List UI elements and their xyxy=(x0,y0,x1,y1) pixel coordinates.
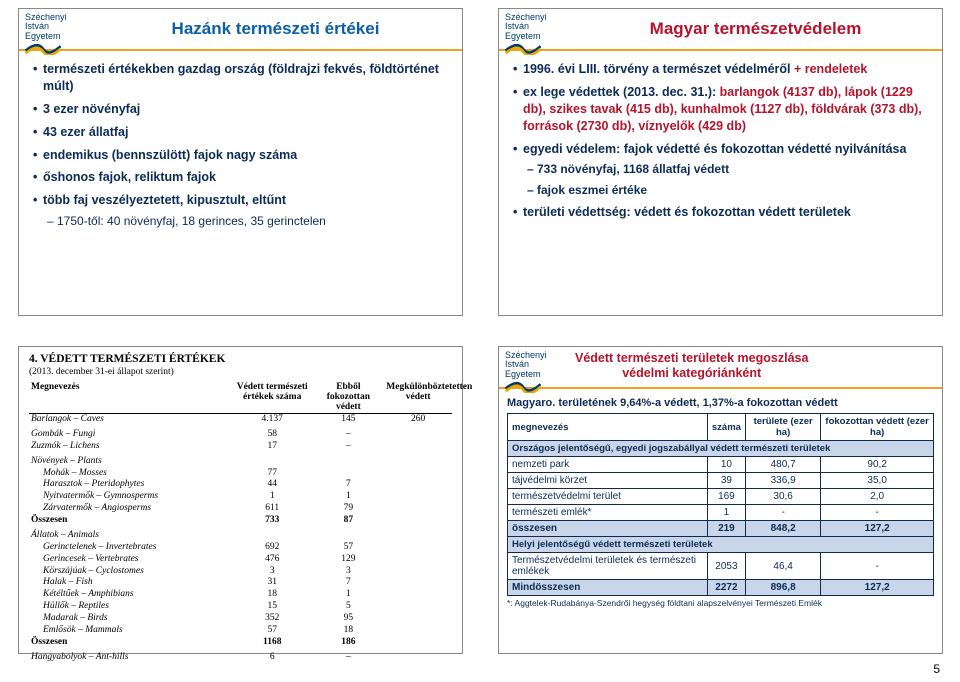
table-heading: 4. VÉDETT TERMÉSZETI ÉRTÉKEK xyxy=(29,353,452,365)
slide-title: Védett természeti területek megoszlása v… xyxy=(575,351,808,381)
column-header: Védett természeti értékek száma xyxy=(232,381,312,414)
bullet-item: endemikus (bennszülött) fajok nagy száma xyxy=(33,147,450,164)
table-header-row: MegnevezésVédett természeti értékek szám… xyxy=(29,381,452,414)
column-header: területe (ezer ha) xyxy=(745,414,820,441)
bullet-item: őshonos fajok, reliktum fajok xyxy=(33,169,450,186)
uni-line3: Egyetem xyxy=(505,370,547,379)
bullet-item: több faj veszélyeztetett, kipusztult, el… xyxy=(33,192,450,229)
university-logo: Széchenyi István Egyetem xyxy=(25,13,95,55)
slide-body: Magyaro. területének 9,64%-a védett, 1,3… xyxy=(499,389,942,612)
sub-bullet-item: 733 növényfaj, 1168 állatfaj védett xyxy=(523,161,930,177)
areas-table: megnevezésszámaterülete (ezer ha)fokozot… xyxy=(507,413,934,596)
bullet-list: természeti értékekben gazdag ország (föl… xyxy=(33,61,450,229)
bullet-item: természeti értékekben gazdag ország (föl… xyxy=(33,61,450,95)
bullet-item: 3 ezer növényfaj xyxy=(33,101,450,118)
bullet-item: egyedi védelem: fajok védetté és fokozot… xyxy=(513,141,930,198)
table-row: Madarak – Birds35295 xyxy=(29,613,452,625)
bullet-item: ex lege védettek (2013. dec. 31.): barla… xyxy=(513,84,930,135)
slide-title: Hazánk természeti értékei xyxy=(95,13,456,39)
slide-header: Széchenyi István Egyetem Védett természe… xyxy=(499,347,942,389)
table-header-row: megnevezésszámaterülete (ezer ha)fokozot… xyxy=(508,414,934,441)
table-row: Gerinctelenek – Invertebrates69257 xyxy=(29,542,452,554)
column-header: száma xyxy=(707,414,745,441)
table-row: nemzeti park10480,790,2 xyxy=(508,457,934,473)
slide-body: 1996. évi LIII. törvény a természet véde… xyxy=(499,51,942,233)
university-logo: Széchenyi István Egyetem xyxy=(505,13,575,55)
table-row: Körszájúak – Cyclostomes33 xyxy=(29,566,452,578)
table-row: Nyitvatermők – Gymnosperms11 xyxy=(29,491,452,503)
table-row: Növények – Plants xyxy=(29,456,452,468)
wave-icon xyxy=(25,41,61,55)
table-row: Hangyabolyok – Ant-hills6– xyxy=(29,652,452,664)
slide-header: Széchenyi István Egyetem Magyar természe… xyxy=(499,9,942,51)
sub-bullet-item: fajok eszmei értéke xyxy=(523,182,930,198)
table-footnote: *: Aggtelek-Rudabánya-Szendrői hegység f… xyxy=(507,598,934,608)
table-row: Zárvatermők – Angiosperms61179 xyxy=(29,503,452,515)
slide-body: természeti értékekben gazdag ország (föl… xyxy=(19,51,462,241)
heading-number: 4. xyxy=(29,353,38,365)
table-row: Természetvédelmi területek és természeti… xyxy=(508,553,934,580)
table-row: tájvédelmi körzet39336,935,0 xyxy=(508,473,934,489)
table-row: Halak – Fish317 xyxy=(29,577,452,589)
table-body: Országos jelentőségű, egyedi jogszabálly… xyxy=(508,441,934,596)
bullet-item: területi védettség: védett és fokozottan… xyxy=(513,204,930,221)
wave-icon xyxy=(505,379,541,393)
table-row: Összesen73387 xyxy=(29,515,452,527)
table-row: Hüllők – Reptiles155 xyxy=(29,601,452,613)
column-header: Megkülönböztetetten védett xyxy=(384,381,452,414)
table-row: természeti emlék*1-- xyxy=(508,505,934,521)
table-body: Barlangok – Caves4.137145260 Gombák – Fun… xyxy=(29,414,452,664)
table-row: Harasztok – Pteridophytes447 xyxy=(29,479,452,491)
total-row: Mindösszesen2272896,8127,2 xyxy=(508,580,934,596)
section-row: Országos jelentőségű, egyedi jogszabálly… xyxy=(508,441,934,457)
section-row: Helyi jelentőségű védett természeti terü… xyxy=(508,537,934,553)
heading-sub: (2013. december 31-ei állapot szerint) xyxy=(29,367,452,377)
uni-line3: Egyetem xyxy=(505,32,547,41)
total-row: összesen219848,2127,2 xyxy=(508,521,934,537)
heading-text: VÉDETT TERMÉSZETI ÉRTÉKEK xyxy=(40,353,225,365)
table-row: Barlangok – Caves4.137145260 xyxy=(29,414,452,426)
values-table: MegnevezésVédett természeti értékek szám… xyxy=(29,381,452,664)
column-header: Megnevezés xyxy=(29,381,232,414)
slide-body: 4. VÉDETT TERMÉSZETI ÉRTÉKEK (2013. dece… xyxy=(19,347,462,670)
table-row: Zuzmók – Lichens17– xyxy=(29,441,452,453)
bullet-item: 1996. évi LIII. törvény a természet véde… xyxy=(513,61,930,78)
title-line1: Védett természeti területek megoszlása xyxy=(575,351,808,365)
wave-icon xyxy=(505,41,541,55)
column-header: Ebből fokozottan védett xyxy=(312,381,384,414)
column-header: fokozottan védett (ezer ha) xyxy=(821,414,934,441)
table-row: Állatok – Animals xyxy=(29,530,452,542)
bullet-list: 1996. évi LIII. törvény a természet véde… xyxy=(513,61,930,221)
page-number: 5 xyxy=(933,662,940,676)
slide-title: Magyar természetvédelem xyxy=(575,13,936,39)
table-row: Mohák – Mosses77 xyxy=(29,468,452,480)
university-logo: Széchenyi István Egyetem xyxy=(505,351,575,393)
column-header: megnevezés xyxy=(508,414,708,441)
slide-protected-values-table: 4. VÉDETT TERMÉSZETI ÉRTÉKEK (2013. dece… xyxy=(18,346,463,654)
slide-header: Széchenyi István Egyetem Hazánk természe… xyxy=(19,9,462,51)
table-row: Kétéltűek – Amphibians181 xyxy=(29,589,452,601)
subtitle: Magyaro. területének 9,64%-a védett, 1,3… xyxy=(507,397,934,409)
table-row: Gombák – Fungi58– xyxy=(29,429,452,441)
table-row: Összesen1168186 xyxy=(29,637,452,649)
table-row: természetvédelmi terület16930,62,0 xyxy=(508,489,934,505)
title-line2: védelmi kategóriánként xyxy=(622,366,761,380)
slide-protected-areas: Széchenyi István Egyetem Védett természe… xyxy=(498,346,943,654)
slide-natural-values: Széchenyi István Egyetem Hazánk természe… xyxy=(18,8,463,316)
table-row: Gerincesek – Vertebrates476129 xyxy=(29,554,452,566)
bullet-item: 43 ezer állatfaj xyxy=(33,124,450,141)
uni-line3: Egyetem xyxy=(25,32,67,41)
slide-nature-protection: Széchenyi István Egyetem Magyar természe… xyxy=(498,8,943,316)
sub-bullet-item: 1750-től: 40 növényfaj, 18 gerinces, 35 … xyxy=(43,213,450,229)
table-row: Emlősök – Mammals5718 xyxy=(29,625,452,637)
